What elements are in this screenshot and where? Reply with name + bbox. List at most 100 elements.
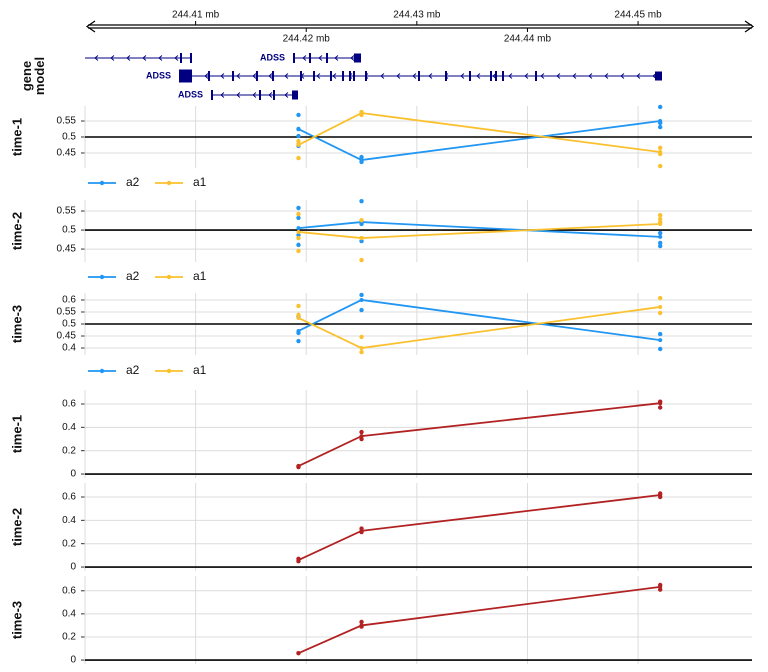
replicate-point	[296, 215, 301, 221]
legend-dot	[166, 274, 172, 280]
strand-arrow	[316, 73, 321, 79]
replicate-point	[296, 303, 301, 309]
series-line	[298, 402, 661, 467]
transcript-label: ADSS	[178, 89, 203, 99]
exon	[272, 71, 274, 81]
strand-arrow	[396, 73, 401, 79]
genome-tick-label: 244.45 mb	[614, 10, 662, 21]
mean-point	[658, 150, 663, 155]
y-tick-label: 0.55	[57, 206, 77, 217]
mean-point	[658, 401, 663, 406]
legend-dot	[166, 368, 172, 374]
y-tick-label: 0.5	[62, 319, 76, 330]
replicate-point	[657, 331, 663, 337]
mean-point	[296, 328, 301, 333]
exon	[490, 71, 492, 81]
mean-point	[359, 111, 364, 116]
series-line	[298, 306, 661, 349]
strand-arrow	[284, 92, 289, 98]
strand-arrow	[572, 73, 577, 79]
strand-arrow	[174, 55, 179, 61]
panel-y-label: time-2	[9, 508, 24, 546]
exon	[292, 90, 298, 100]
exon	[256, 71, 258, 81]
strand-arrow	[428, 73, 433, 79]
replicate-point	[359, 154, 364, 160]
y-tick-label: 0.2	[62, 445, 76, 456]
replicate-point	[296, 112, 301, 118]
replicate-point	[296, 232, 301, 238]
strand-arrow	[284, 73, 289, 79]
mean-point	[658, 304, 663, 309]
exon	[365, 71, 367, 81]
strand-arrow	[252, 73, 257, 79]
strand-arrow	[540, 73, 545, 79]
legend-label: a2	[126, 363, 140, 377]
exon	[293, 53, 295, 63]
replicate-point	[359, 619, 364, 625]
exon	[190, 53, 192, 63]
y-tick-label: 0	[70, 469, 76, 480]
y-tick-label: 0.2	[62, 538, 76, 549]
replicate-point	[296, 248, 301, 254]
strand-arrow	[126, 55, 131, 61]
strand-arrow	[350, 55, 355, 61]
legend-dot	[166, 180, 172, 186]
strand-arrow	[636, 73, 641, 79]
strand-arrow	[334, 55, 339, 61]
gene-model-label: genemodel	[19, 57, 47, 95]
strand-arrow	[94, 55, 99, 61]
replicate-point	[359, 334, 364, 340]
mean-point	[296, 651, 301, 656]
mean-point	[296, 229, 301, 234]
y-tick-label: 0.4	[62, 343, 76, 354]
replicate-point	[296, 155, 301, 161]
series-line	[298, 494, 661, 561]
legend-label: a2	[126, 269, 140, 283]
replicate-point	[657, 243, 663, 249]
replicate-point	[359, 238, 364, 244]
y-tick-label: 0.55	[57, 307, 77, 318]
strand-arrow	[476, 73, 481, 79]
y-tick-label: 0.6	[62, 399, 76, 410]
axis-arrow	[744, 20, 755, 33]
replicate-point	[657, 124, 663, 130]
replicate-point	[296, 242, 301, 248]
replicate-point	[657, 587, 663, 592]
replicate-point	[657, 240, 663, 246]
strand-arrow	[142, 55, 147, 61]
legend-label: a1	[193, 363, 207, 377]
series-line	[298, 585, 661, 654]
replicate-point	[657, 405, 663, 410]
mean-point	[296, 558, 301, 563]
y-tick-label: 0.4	[62, 515, 76, 526]
exon	[354, 53, 361, 63]
strand-arrow	[588, 73, 593, 79]
legend-label: a2	[126, 175, 140, 189]
strand-arrow	[302, 55, 307, 61]
exon	[326, 53, 328, 63]
mean-point	[359, 346, 364, 351]
exon	[300, 71, 302, 81]
legend-label: a1	[193, 269, 207, 283]
mean-point	[658, 493, 663, 498]
y-tick-label: 0.4	[62, 422, 76, 433]
exon	[273, 90, 275, 100]
replicate-point	[657, 310, 663, 316]
y-tick-label: 0.4	[62, 609, 76, 620]
exon	[535, 71, 537, 81]
mean-point	[296, 464, 301, 469]
mean-point	[359, 158, 364, 163]
mean-point	[359, 434, 364, 439]
strand-arrow	[236, 92, 241, 98]
mean-point	[296, 142, 301, 147]
exon	[342, 71, 344, 81]
strand-arrow	[332, 73, 337, 79]
genome-tick-label: 244.41 mb	[172, 10, 220, 21]
replicate-point	[296, 312, 301, 318]
panel-y-label: time-1	[9, 118, 24, 156]
panel-y-label: time-3	[9, 305, 24, 343]
series-line	[298, 299, 661, 341]
strand-arrow	[604, 73, 609, 79]
